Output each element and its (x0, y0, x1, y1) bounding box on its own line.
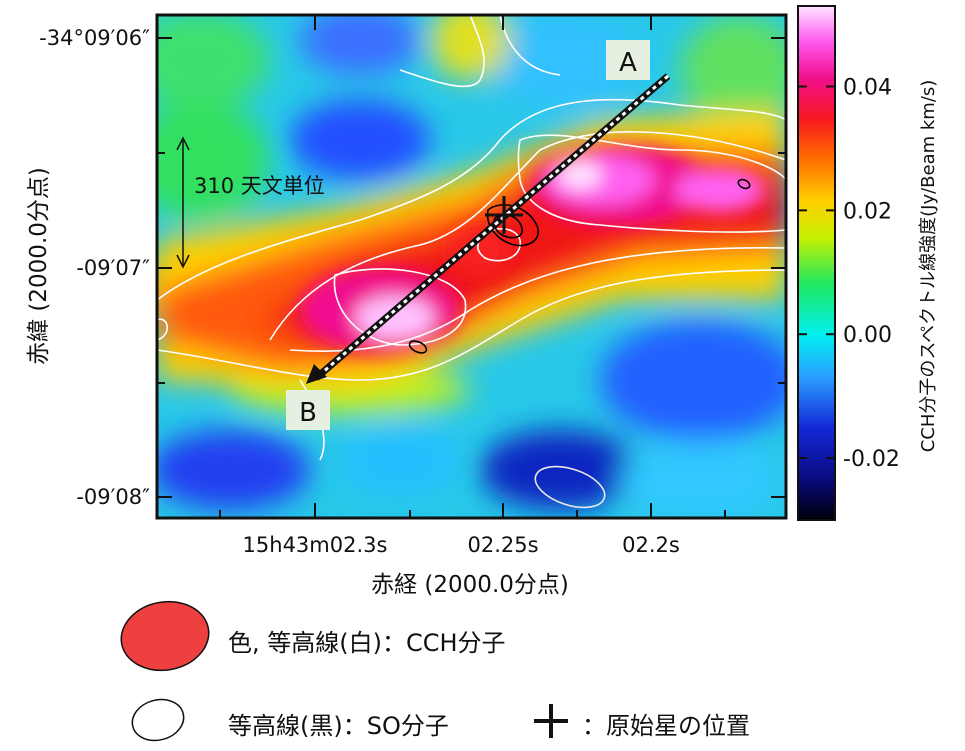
negative-contour (534, 465, 606, 509)
x-tick-label: 02.2s (622, 533, 680, 557)
colorbar-tick-label: 0.04 (843, 76, 892, 101)
y-tick-label: -34°09′06″ (39, 26, 150, 50)
cch-legend-marker (120, 600, 210, 672)
colorbar-tick-label: 0.02 (843, 199, 892, 224)
cut-arrowhead (306, 364, 327, 384)
map-frame (155, 13, 788, 520)
y-tick-label: -09′07″ (76, 256, 150, 280)
x-tick-label: 02.25s (467, 533, 538, 557)
scale-bar (176, 136, 190, 269)
label-a: A (619, 48, 637, 78)
intensity-map (157, 15, 786, 518)
scale-bar-label: 310 天文単位 (194, 174, 325, 198)
y-axis-title: 赤緯 (2000.0分点) (26, 167, 52, 365)
colorbar-tick-label: -0.02 (843, 447, 900, 472)
so-legend-marker (131, 698, 185, 742)
label-b-box (286, 390, 330, 430)
cch-legend-text: 色, 等高線(白)：CCH分子 (228, 629, 506, 657)
protostar-marker (485, 196, 523, 234)
protostar-legend-marker (534, 704, 568, 738)
x-axis-title: 赤経 (2000.0分点) (371, 572, 569, 598)
x-tick-label: 15h43m02.3s (243, 533, 388, 557)
protostar-legend-text: ：原始星の位置 (582, 712, 750, 740)
colorbar-ticks: 0.04 0.02 0.00 -0.02 (798, 76, 900, 472)
y-tick-label: -09′08″ (76, 485, 150, 509)
so-legend-text: 等高線(黒)：SO分子 (228, 712, 449, 740)
label-a-box (606, 40, 650, 80)
colorbar (797, 5, 836, 521)
cch-contours (157, 15, 786, 461)
colorbar-tick-label: 0.00 (843, 323, 892, 348)
label-b: B (299, 398, 317, 428)
cut-line (315, 74, 669, 380)
axis-ticks (157, 15, 786, 518)
colorbar-title: CCH分子のスペクトル線強度(Jy/Beam km/s) (918, 80, 939, 453)
